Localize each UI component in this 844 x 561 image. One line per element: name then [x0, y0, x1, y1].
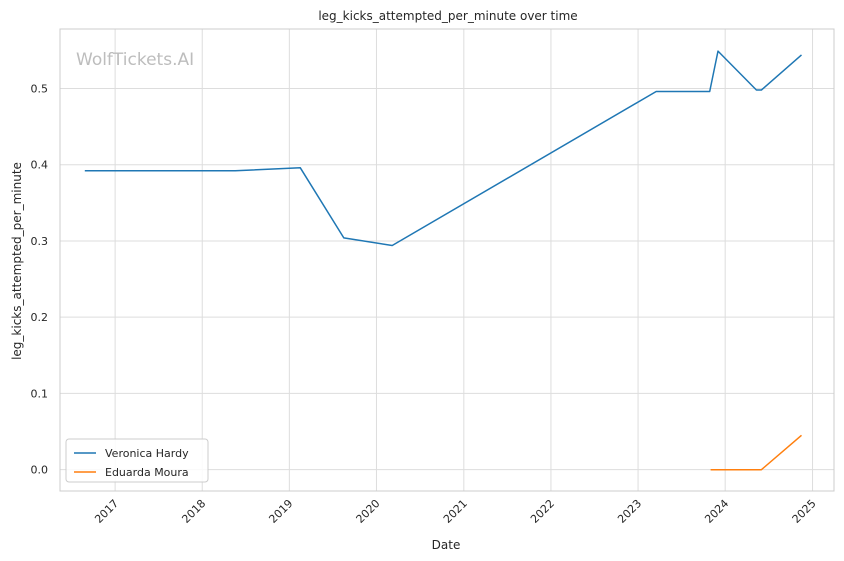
series-line-1 — [710, 434, 802, 471]
y-tick-labels: 0.0 0.1 0.2 0.3 0.4 0.5 — [31, 82, 49, 476]
legend: Veronica Hardy Eduarda Moura — [65, 438, 209, 483]
series-line-0 — [84, 50, 802, 247]
x-tick-label: 2021 — [441, 497, 470, 526]
legend-frame — [65, 438, 209, 483]
x-tick-label: 2022 — [528, 497, 557, 526]
y-tick-label: 0.4 — [31, 159, 49, 172]
y-tick-label: 0.5 — [31, 82, 49, 95]
series-group — [84, 50, 802, 471]
y-tick-label: 0.3 — [31, 235, 49, 248]
x-tick-label: 2018 — [179, 497, 208, 526]
legend-label: Veronica Hardy — [105, 447, 189, 460]
plot-area-frame — [59, 28, 835, 492]
x-axis-label: Date — [432, 538, 461, 552]
x-tick-label: 2024 — [702, 497, 731, 526]
x-tick-label: 2019 — [266, 497, 295, 526]
legend-label: Eduarda Moura — [105, 466, 189, 479]
grid — [60, 29, 834, 491]
y-tick-label: 0.2 — [31, 311, 49, 324]
y-tick-label: 0.0 — [31, 464, 49, 477]
legend-items: Veronica Hardy Eduarda Moura — [74, 447, 189, 479]
x-tick-labels: 2017 2018 2019 2020 2021 2022 2023 2024 2025 — [92, 497, 818, 526]
x-tick-label: 2020 — [354, 497, 383, 526]
x-tick-label: 2023 — [615, 497, 644, 526]
x-tick-label: 2017 — [92, 497, 121, 526]
y-axis-label: leg_kicks_attempted_per_minute — [10, 162, 24, 360]
x-tick-label: 2025 — [790, 497, 819, 526]
watermark-text: WolfTickets.AI — [76, 50, 194, 70]
y-tick-label: 0.1 — [31, 387, 49, 400]
chart-title: leg_kicks_attempted_per_minute over time — [318, 9, 577, 23]
